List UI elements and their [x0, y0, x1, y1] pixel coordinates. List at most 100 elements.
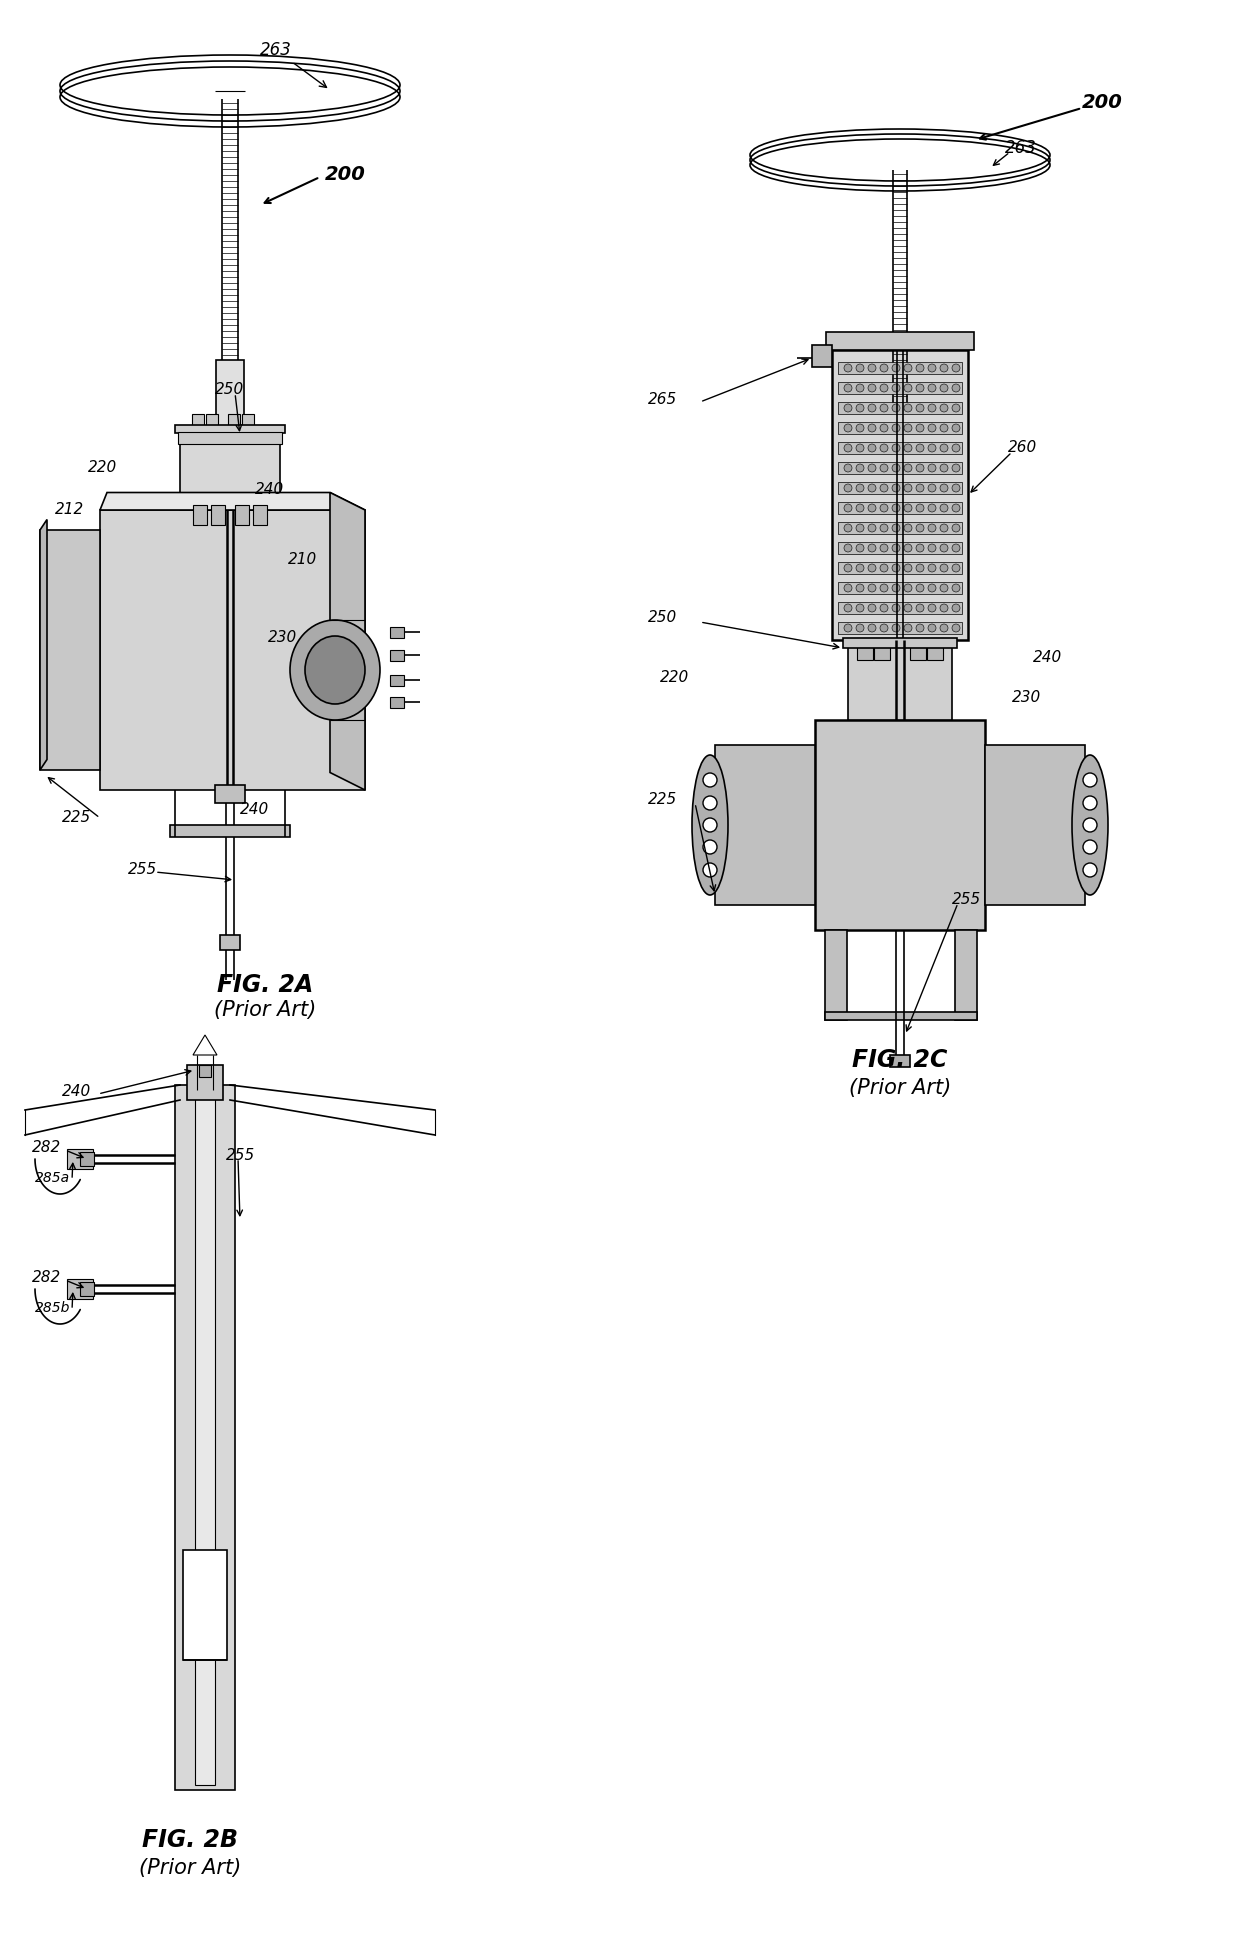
Bar [838, 623, 962, 635]
Ellipse shape [916, 364, 924, 372]
Ellipse shape [892, 404, 900, 411]
Ellipse shape [880, 404, 888, 411]
Bar [838, 601, 962, 613]
Text: 200: 200 [1083, 92, 1123, 112]
Ellipse shape [880, 364, 888, 372]
Ellipse shape [692, 754, 728, 895]
Ellipse shape [868, 503, 875, 511]
Bar [910, 639, 926, 660]
Ellipse shape [940, 523, 949, 533]
Ellipse shape [868, 484, 875, 492]
Ellipse shape [892, 584, 900, 592]
Text: (Prior Art): (Prior Art) [213, 999, 316, 1021]
Ellipse shape [880, 625, 888, 633]
Ellipse shape [703, 774, 717, 788]
Ellipse shape [703, 795, 717, 809]
Ellipse shape [940, 404, 949, 411]
Bar [219, 934, 241, 950]
Text: 225: 225 [649, 793, 677, 807]
Ellipse shape [868, 464, 875, 472]
Ellipse shape [868, 423, 875, 433]
Bar [815, 721, 985, 931]
Ellipse shape [892, 503, 900, 511]
Bar [391, 650, 404, 660]
Bar [391, 697, 404, 707]
Ellipse shape [904, 404, 911, 411]
Text: 230: 230 [268, 631, 298, 646]
Bar [228, 413, 241, 433]
Ellipse shape [844, 523, 852, 533]
Bar [211, 505, 224, 525]
Bar [242, 413, 254, 433]
Text: 240: 240 [62, 1085, 92, 1099]
Ellipse shape [904, 484, 911, 492]
Ellipse shape [844, 603, 852, 611]
Bar [832, 351, 968, 641]
Ellipse shape [880, 523, 888, 533]
Ellipse shape [892, 384, 900, 392]
Ellipse shape [892, 464, 900, 472]
Text: (Prior Art): (Prior Art) [139, 1857, 241, 1879]
Ellipse shape [856, 384, 864, 392]
Bar [206, 413, 218, 433]
Ellipse shape [892, 484, 900, 492]
Ellipse shape [916, 384, 924, 392]
Text: 255: 255 [128, 862, 157, 878]
Ellipse shape [904, 445, 911, 453]
Bar [67, 1150, 93, 1170]
Text: 220: 220 [660, 670, 689, 686]
Bar [180, 429, 280, 509]
Ellipse shape [880, 603, 888, 611]
Ellipse shape [868, 584, 875, 592]
Ellipse shape [928, 384, 936, 392]
Ellipse shape [703, 840, 717, 854]
Ellipse shape [904, 584, 911, 592]
Bar [838, 382, 962, 394]
Ellipse shape [892, 523, 900, 533]
Ellipse shape [880, 423, 888, 433]
Ellipse shape [952, 545, 960, 552]
Ellipse shape [952, 423, 960, 433]
Ellipse shape [904, 523, 911, 533]
Ellipse shape [940, 484, 949, 492]
Ellipse shape [928, 523, 936, 533]
Ellipse shape [904, 503, 911, 511]
Ellipse shape [952, 364, 960, 372]
Text: (Prior Art): (Prior Art) [849, 1077, 951, 1097]
Ellipse shape [868, 545, 875, 552]
Ellipse shape [844, 545, 852, 552]
Ellipse shape [940, 423, 949, 433]
Text: 240: 240 [255, 482, 284, 498]
Ellipse shape [868, 564, 875, 572]
Bar [391, 627, 404, 639]
Bar [40, 531, 100, 770]
Bar [848, 641, 952, 721]
Ellipse shape [904, 364, 911, 372]
Bar [843, 639, 957, 648]
Polygon shape [100, 509, 365, 789]
Ellipse shape [904, 603, 911, 611]
Bar [812, 345, 832, 366]
Bar [838, 562, 962, 574]
Ellipse shape [952, 564, 960, 572]
Ellipse shape [892, 545, 900, 552]
Ellipse shape [904, 384, 911, 392]
Ellipse shape [844, 625, 852, 633]
Ellipse shape [952, 484, 960, 492]
Ellipse shape [1083, 795, 1097, 809]
Ellipse shape [856, 523, 864, 533]
Ellipse shape [880, 484, 888, 492]
Ellipse shape [952, 464, 960, 472]
Ellipse shape [856, 625, 864, 633]
Ellipse shape [952, 404, 960, 411]
Bar [81, 1281, 94, 1297]
Bar [857, 639, 873, 660]
Text: 250: 250 [649, 611, 677, 625]
Ellipse shape [928, 423, 936, 433]
Ellipse shape [940, 545, 949, 552]
Ellipse shape [1073, 754, 1109, 895]
Ellipse shape [904, 423, 911, 433]
Text: 263: 263 [1004, 139, 1037, 157]
Ellipse shape [892, 603, 900, 611]
Ellipse shape [940, 464, 949, 472]
